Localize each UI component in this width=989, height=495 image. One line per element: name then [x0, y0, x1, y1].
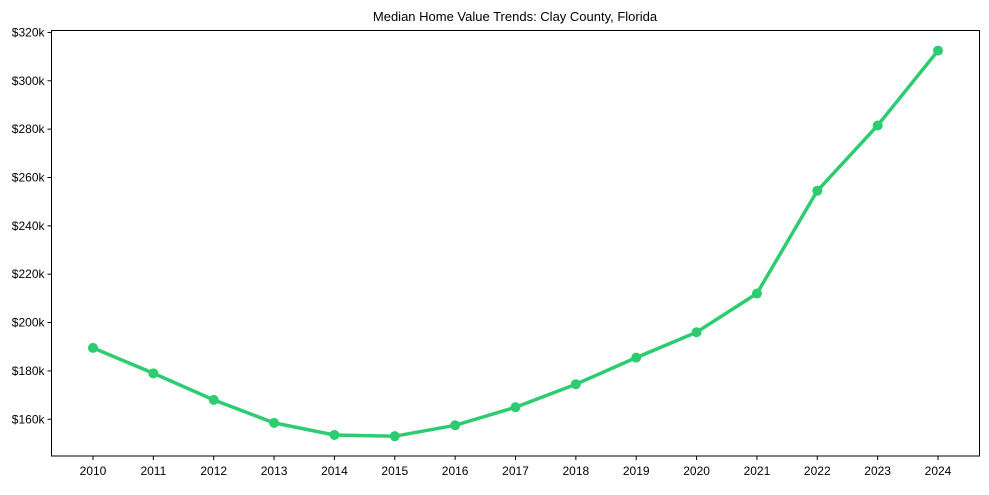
- data-point: [691, 327, 702, 338]
- x-tick-label: 2020: [683, 464, 710, 478]
- data-point: [812, 185, 823, 196]
- x-tick-label: 2015: [381, 464, 408, 478]
- y-tick-label: $180k: [12, 364, 46, 378]
- y-axis: $160k $180k $200k $220k $240k $260k $280k $300k…: [12, 25, 52, 426]
- y-tick-label: $280k: [12, 122, 46, 136]
- x-axis: 2010 2011 2012 2013 2014 2015 2016 2017 2018 2019…: [80, 456, 952, 478]
- data-point: [631, 352, 642, 363]
- data-point: [510, 402, 521, 413]
- x-tick-label: 2016: [442, 464, 469, 478]
- data-point: [450, 420, 461, 431]
- x-tick-label: 2023: [864, 464, 891, 478]
- x-tick-label: 2019: [623, 464, 650, 478]
- x-tick-label: 2021: [744, 464, 771, 478]
- series-layer: [88, 45, 943, 442]
- data-point: [269, 417, 280, 428]
- y-tick-label: $240k: [12, 219, 46, 233]
- y-tick-label: $260k: [12, 170, 46, 184]
- x-tick-label: 2010: [80, 464, 107, 478]
- data-point: [751, 288, 762, 299]
- plot-frame: [51, 30, 980, 457]
- data-point: [329, 429, 340, 440]
- chart-title: Median Home Value Trends: Clay County, F…: [373, 9, 658, 24]
- y-tick-label: $200k: [12, 316, 46, 330]
- data-point: [208, 394, 219, 405]
- x-tick-label: 2024: [925, 464, 952, 478]
- data-point: [148, 368, 159, 379]
- data-point: [88, 342, 98, 353]
- x-tick-label: 2018: [563, 464, 590, 478]
- x-tick-label: 2013: [261, 464, 288, 478]
- y-tick-label: $300k: [12, 74, 46, 88]
- x-tick-label: 2011: [140, 464, 166, 478]
- data-point: [933, 45, 943, 56]
- data-point: [570, 379, 581, 390]
- y-tick-label: $320k: [12, 25, 46, 39]
- x-tick-label: 2012: [200, 464, 227, 478]
- x-tick-label: 2014: [321, 464, 348, 478]
- y-tick-label: $160k: [12, 412, 46, 426]
- data-point: [389, 431, 400, 442]
- x-tick-label: 2017: [502, 464, 529, 478]
- data-point: [872, 120, 883, 131]
- x-tick-label: 2022: [804, 464, 831, 478]
- series-line: [91, 48, 940, 438]
- y-tick-label: $220k: [12, 267, 46, 281]
